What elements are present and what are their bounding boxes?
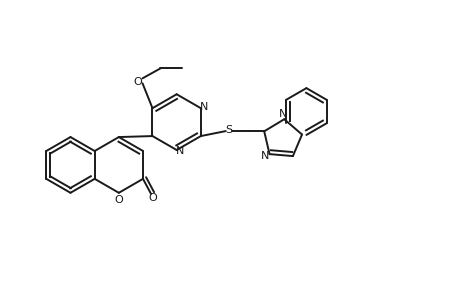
Text: O: O bbox=[114, 195, 123, 205]
Text: N: N bbox=[200, 102, 208, 112]
Text: N: N bbox=[175, 146, 184, 157]
Text: O: O bbox=[133, 77, 141, 87]
Text: N: N bbox=[260, 151, 268, 161]
Text: N: N bbox=[279, 109, 287, 119]
Text: S: S bbox=[225, 125, 232, 135]
Text: O: O bbox=[148, 193, 157, 203]
